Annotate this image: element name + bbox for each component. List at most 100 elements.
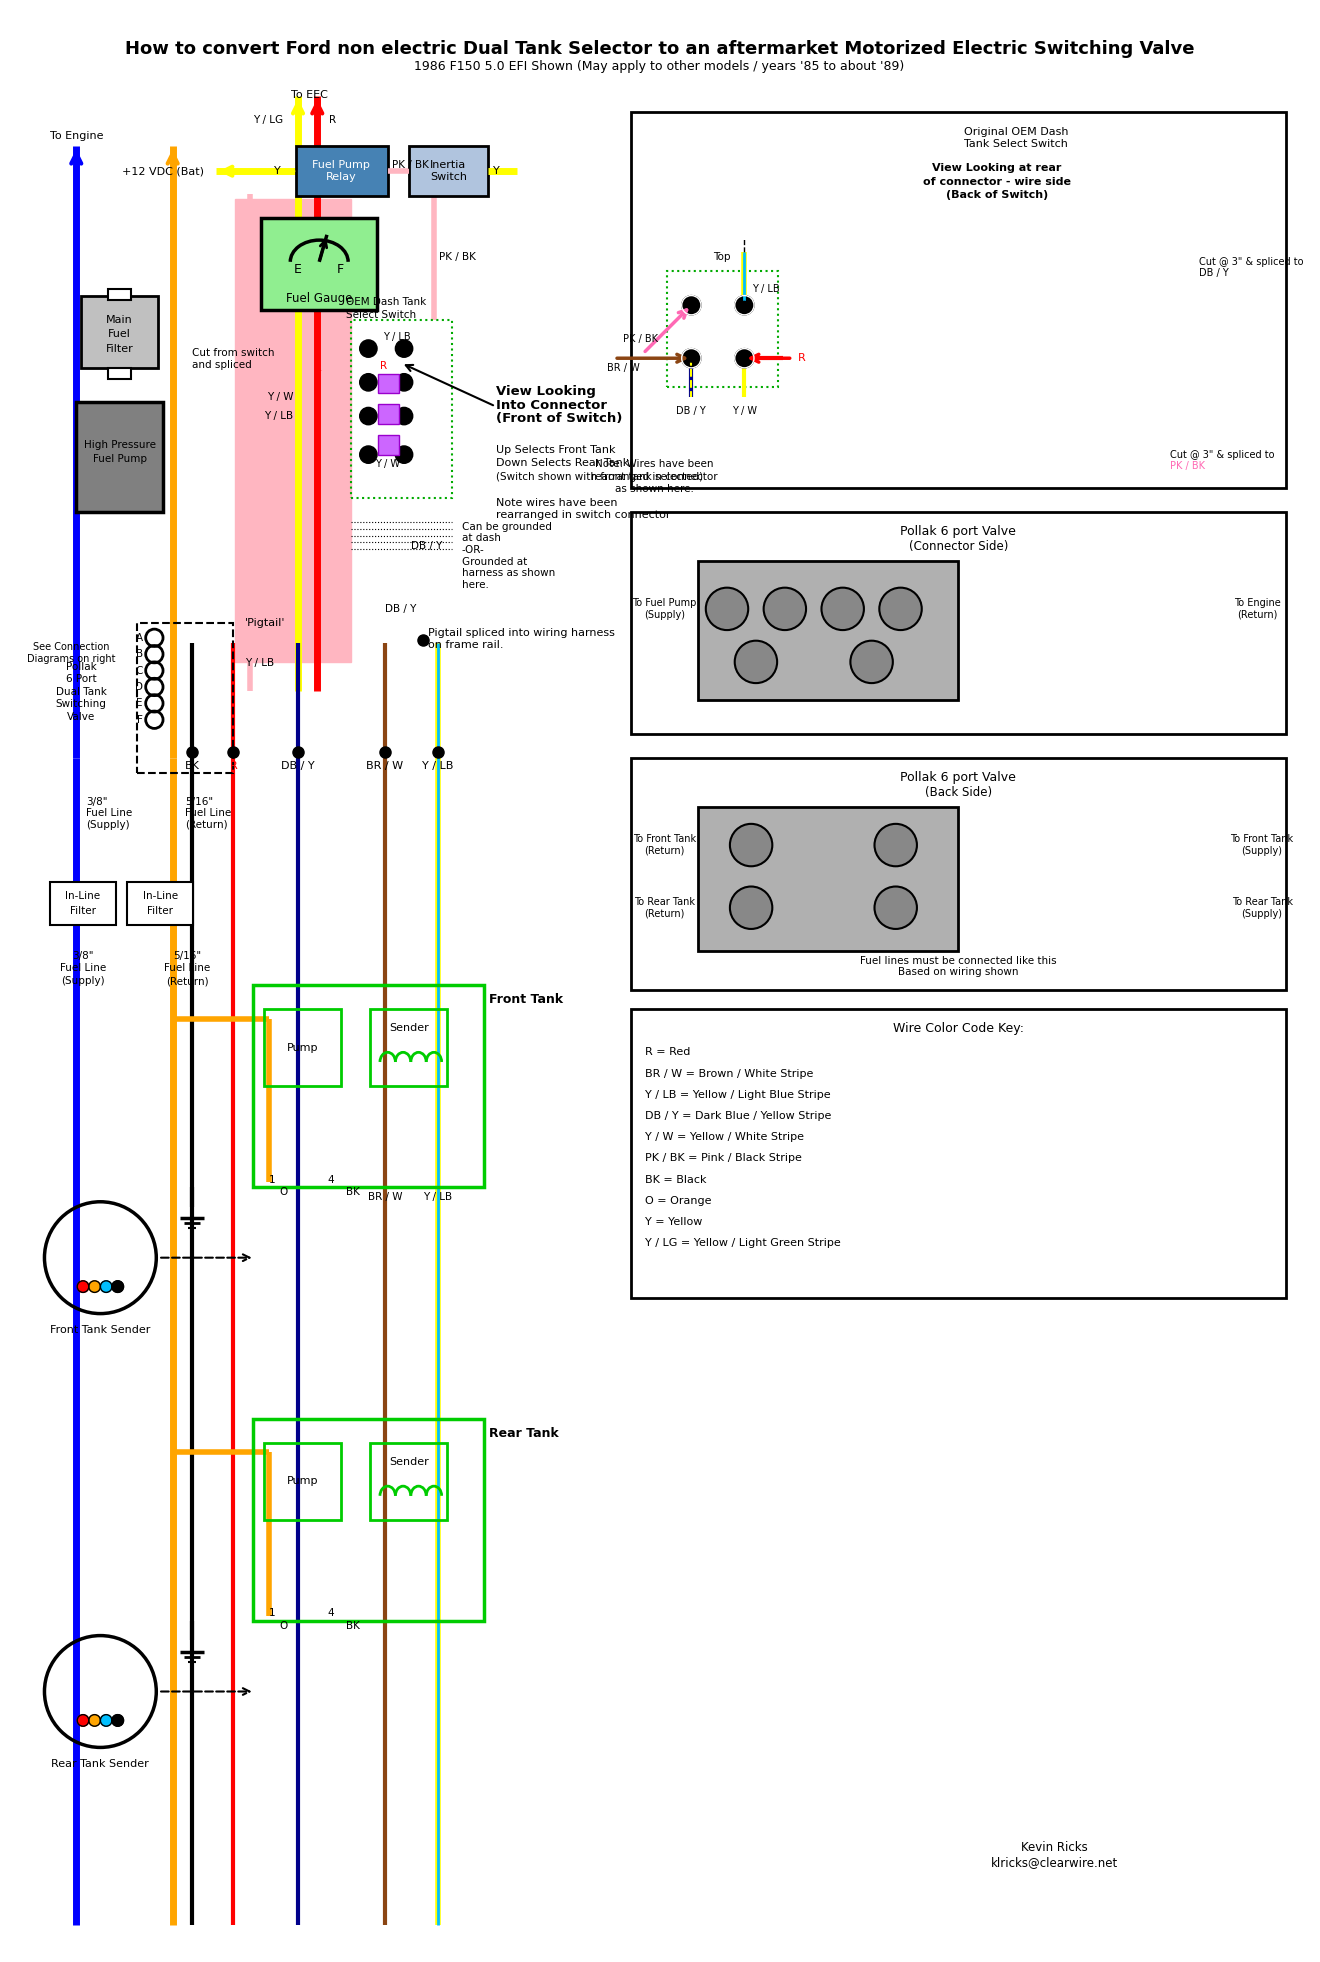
Bar: [81, 296, 158, 367]
Text: on frame rail.: on frame rail.: [428, 640, 504, 649]
Text: Rear Tank Sender: Rear Tank Sender: [51, 1758, 149, 1770]
Text: Y / W: Y / W: [267, 392, 293, 402]
Circle shape: [681, 296, 701, 314]
Text: Fuel Pump: Fuel Pump: [92, 455, 147, 465]
Text: Cut from switch: Cut from switch: [191, 349, 275, 359]
Text: (Connector Side): (Connector Side): [908, 540, 1008, 553]
Circle shape: [112, 1281, 124, 1293]
Text: 4: 4: [327, 1609, 334, 1619]
Text: Original OEM Dash: Original OEM Dash: [964, 128, 1068, 137]
Text: Y / LB: Y / LB: [422, 761, 454, 771]
Text: Y / LB: Y / LB: [383, 332, 411, 341]
Circle shape: [360, 445, 378, 463]
Text: Sender: Sender: [389, 1024, 429, 1034]
Text: Y / W: Y / W: [731, 406, 756, 416]
Text: DB / Y: DB / Y: [412, 542, 442, 551]
Text: 6 Port: 6 Port: [66, 675, 96, 685]
Text: To Rear Tank
(Supply): To Rear Tank (Supply): [1232, 897, 1292, 918]
Circle shape: [875, 824, 917, 867]
Text: Pigtail spliced into wiring harness: Pigtail spliced into wiring harness: [428, 628, 615, 638]
Circle shape: [688, 355, 696, 363]
Text: 'Pigtail': 'Pigtail': [246, 618, 285, 628]
Text: See Connection: See Connection: [33, 642, 110, 653]
Text: BR / W: BR / W: [366, 761, 404, 771]
Text: klricks@clearwire.net: klricks@clearwire.net: [991, 1856, 1118, 1868]
Text: Into Connector: Into Connector: [495, 398, 607, 412]
Text: Relay: Relay: [326, 173, 356, 182]
Text: BK = Black: BK = Black: [645, 1175, 706, 1185]
Text: Fuel Pump: Fuel Pump: [313, 161, 371, 171]
Bar: [108, 288, 131, 300]
Text: Tank Select Switch: Tank Select Switch: [965, 139, 1068, 149]
Bar: [50, 881, 116, 926]
Text: Y: Y: [492, 167, 499, 177]
Text: PK / BK: PK / BK: [438, 251, 475, 263]
Circle shape: [360, 373, 378, 390]
Text: Grounded at: Grounded at: [462, 557, 527, 567]
Text: A: A: [136, 634, 143, 644]
Text: 5/16": 5/16": [185, 797, 214, 806]
Text: Pollak 6 port Valve: Pollak 6 port Valve: [900, 526, 1016, 538]
Text: Pump: Pump: [286, 1475, 318, 1487]
Text: O: O: [280, 1187, 288, 1197]
Text: Fuel lines must be connected like this: Fuel lines must be connected like this: [861, 955, 1057, 965]
Text: In-Line: In-Line: [143, 891, 178, 901]
Text: 1986 F150 5.0 EFI Shown (May apply to other models / years '85 to about '89): 1986 F150 5.0 EFI Shown (May apply to ot…: [414, 59, 904, 73]
Text: How to convert Ford non electric Dual Tank Selector to an aftermarket Motorized : How to convert Ford non electric Dual Ta…: [125, 39, 1195, 57]
Text: F: F: [337, 263, 345, 277]
Circle shape: [112, 1715, 124, 1727]
Text: at dash: at dash: [462, 534, 500, 543]
Circle shape: [396, 339, 413, 357]
Bar: [264, 1442, 342, 1521]
Text: (Back of Switch): (Back of Switch): [946, 190, 1048, 200]
Bar: [631, 112, 1286, 489]
Text: To Engine: To Engine: [50, 131, 103, 141]
Circle shape: [688, 302, 696, 310]
Text: In-Line: In-Line: [66, 891, 100, 901]
Text: R: R: [380, 361, 387, 371]
Text: Y / LB = Yellow / Light Blue Stripe: Y / LB = Yellow / Light Blue Stripe: [645, 1089, 830, 1101]
Text: Fuel Gauge: Fuel Gauge: [286, 292, 352, 304]
Text: (Supply): (Supply): [61, 975, 104, 987]
Text: Y / LG = Yellow / Light Green Stripe: Y / LG = Yellow / Light Green Stripe: [645, 1238, 841, 1248]
Circle shape: [360, 339, 378, 357]
Text: DB / Y: DB / Y: [281, 761, 314, 771]
Bar: [378, 373, 399, 392]
Text: To Front Tank
(Supply): To Front Tank (Supply): [1230, 834, 1294, 855]
Text: Y / LG: Y / LG: [253, 116, 284, 126]
Text: B: B: [136, 649, 143, 659]
Text: Y / LB: Y / LB: [246, 657, 275, 667]
Circle shape: [850, 642, 892, 683]
Bar: [409, 145, 488, 196]
Bar: [378, 436, 399, 455]
Text: BK: BK: [185, 761, 199, 771]
Circle shape: [821, 589, 863, 630]
Text: Cut @ 3" & spliced to: Cut @ 3" & spliced to: [1171, 449, 1275, 459]
Text: Dual Tank: Dual Tank: [55, 687, 107, 697]
Text: Up Selects Front Tank: Up Selects Front Tank: [495, 445, 615, 455]
Text: Inertia: Inertia: [430, 161, 466, 171]
Text: View Looking: View Looking: [495, 385, 595, 398]
Text: Y / LB: Y / LB: [424, 1193, 453, 1203]
Circle shape: [360, 408, 378, 424]
Text: (Return): (Return): [185, 820, 228, 830]
Bar: [631, 757, 1286, 989]
Text: Front Tank: Front Tank: [488, 993, 564, 1007]
Circle shape: [735, 296, 754, 314]
Circle shape: [879, 589, 921, 630]
Circle shape: [706, 589, 748, 630]
Text: Y = Yellow: Y = Yellow: [645, 1216, 702, 1226]
Text: F: F: [137, 714, 143, 724]
Text: 1: 1: [269, 1609, 276, 1619]
Text: PK / BK: PK / BK: [1171, 461, 1205, 471]
Text: 1: 1: [269, 1175, 276, 1185]
Text: Sender: Sender: [389, 1458, 429, 1468]
Circle shape: [88, 1281, 100, 1293]
Text: D: D: [135, 683, 143, 693]
Text: (Back Side): (Back Side): [925, 785, 991, 799]
Bar: [371, 1008, 447, 1087]
Text: 3/8": 3/8": [86, 797, 107, 806]
Bar: [77, 402, 164, 512]
Text: R: R: [329, 116, 337, 126]
Text: (Switch shown with front tank selected): (Switch shown with front tank selected): [495, 471, 702, 483]
